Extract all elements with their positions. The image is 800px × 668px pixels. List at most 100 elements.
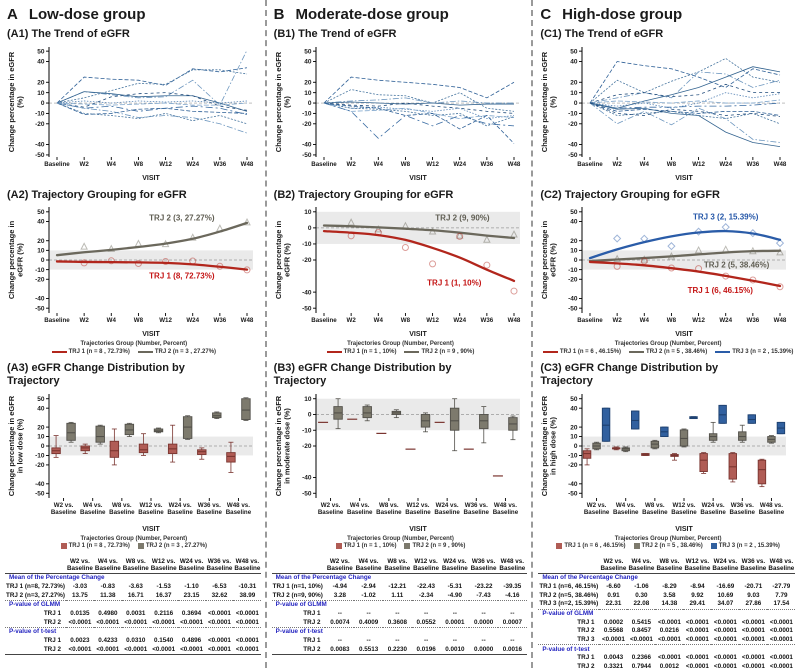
legend-title: Trajectories Group (Number, Percent): [347, 341, 454, 348]
table-cell: <0.0001: [769, 618, 793, 626]
svg-text:eGFR (%): eGFR (%): [16, 243, 25, 277]
table-cell: <0.0001: [601, 635, 625, 643]
svg-text:Baseline: Baseline: [318, 509, 344, 516]
table-row: TRJ 3 (n=2, 15.39%) 22.31 22.08 14.38 29.41 3…: [538, 600, 795, 609]
svg-text:W4: W4: [373, 161, 383, 168]
group-letter: C: [540, 6, 552, 23]
table-cell: 0.4980: [98, 609, 118, 617]
table-cell: 0.3608: [387, 618, 407, 626]
svg-text:Change percentage in eGFR: Change percentage in eGFR: [274, 51, 283, 152]
group-title: Low-dose group: [28, 6, 146, 23]
panel-title-c1: (C1) The Trend of eGFR: [540, 28, 664, 40]
table-cell: --: [423, 636, 429, 644]
table-cell: --: [510, 609, 515, 617]
table-cell: 16.71: [127, 591, 144, 599]
table-cell: -0.83: [100, 583, 116, 591]
table-cell: <0.0001: [235, 618, 259, 626]
svg-text:Baseline: Baseline: [672, 509, 698, 516]
table-row: TRJ 3 <0.0001 <0.0001 <0.0001 <0.0001 <0.0001…: [538, 636, 795, 645]
table-cell: <0.0001: [713, 618, 737, 626]
svg-text:-50: -50: [302, 490, 312, 497]
svg-text:Change percentage in: Change percentage in: [7, 221, 16, 300]
table-cell: <0.0001: [685, 627, 709, 635]
group-title: Moderate-dose group: [295, 6, 449, 23]
svg-text:Baseline: Baseline: [759, 509, 785, 516]
table-cell: 10.69: [717, 591, 734, 599]
table-cell: --: [481, 636, 486, 644]
svg-text:W4: W4: [640, 317, 650, 324]
svg-text:VISIT: VISIT: [142, 175, 160, 182]
table-cell: -22.43: [417, 583, 435, 591]
table-cell: <0.0001: [713, 654, 737, 662]
svg-text:W4: W4: [107, 317, 117, 324]
panel-title-c3: (C3) eGFR Change Distribution by Traject…: [540, 362, 719, 387]
svg-text:W8: W8: [667, 161, 677, 168]
legend-label: TRJ 2 (n = 5 , 38.46%): [646, 349, 708, 356]
table-section-row: Mean of the Percentage Change: [9, 574, 105, 582]
svg-text:(%): (%): [16, 95, 25, 107]
svg-text:Change percentage in eGFR: Change percentage in eGFR: [274, 395, 283, 496]
table-cell: 0.8457: [631, 627, 652, 635]
trajectory-chart-high-dose: TRJ 3 (2, 15.39%) TRJ 2 (5, 38.46%) TRJ 1 …: [540, 207, 787, 338]
group-letter: B: [273, 6, 285, 23]
svg-text:W4 vs.: W4 vs.: [83, 502, 103, 509]
trajectory-chart-moderate-dose: TRJ 2 (9, 90%) TRJ 1 (1, 10%) 10 0 -10 -20 -40…: [274, 207, 521, 338]
table-cell: 38.99: [239, 591, 256, 599]
table-cell: --: [423, 609, 429, 617]
table-cell: <0.0001: [713, 635, 737, 643]
svg-text:Baseline: Baseline: [80, 509, 106, 516]
svg-text:W48: W48: [507, 161, 520, 168]
svg-text:-10: -10: [35, 452, 45, 459]
table-cell: 0.0135: [70, 609, 90, 617]
svg-text:20: 20: [304, 79, 312, 86]
table-cell: 16.37: [155, 591, 172, 599]
panel-a3: (A3) eGFR Change Distribution by Traject…: [5, 362, 263, 554]
svg-text:Baseline: Baseline: [44, 317, 70, 324]
legend-swatch: [542, 350, 558, 354]
svg-text:40: 40: [571, 58, 579, 65]
table-cell: -3.63: [128, 583, 143, 591]
panel-c1: (C1) The Trend of eGFR 50 40 20 10 0 -10 -20 -4…: [538, 28, 798, 187]
svg-text:(%): (%): [282, 95, 291, 107]
table-cell: -12.21: [388, 583, 407, 591]
svg-text:-20: -20: [302, 121, 312, 128]
table-row: TRJ 1 (n=8, 72.73%) -3.03 -0.83 -3.63 -1.53-…: [5, 583, 261, 592]
svg-text:Baseline: Baseline: [347, 509, 373, 516]
svg-text:10: 10: [571, 248, 579, 255]
legend-label: TRJ 1 (n = 6 , 46.15%): [559, 349, 622, 356]
svg-text:10: 10: [37, 90, 45, 97]
svg-text:W24: W24: [720, 317, 733, 324]
panel-c3: (C3) eGFR Change Distribution by Traject…: [538, 362, 798, 554]
legend-boxplot-moderate-dose: Trajectories Group (Number, Percent) TRJ …: [272, 536, 530, 555]
svg-text:-10: -10: [35, 267, 45, 274]
table-cell: 0.2116: [154, 609, 174, 617]
svg-text:VISIT: VISIT: [142, 331, 160, 338]
table-cell: 0.0002: [603, 618, 624, 626]
svg-text:-20: -20: [568, 277, 578, 284]
table-cell: <0.0001: [152, 618, 176, 626]
svg-text:0: 0: [41, 100, 45, 107]
svg-text:-10: -10: [302, 427, 312, 434]
svg-text:50: 50: [37, 48, 45, 55]
panel-title-a1: (A1) The Trend of eGFR: [7, 28, 130, 40]
table-cell: --: [395, 609, 400, 617]
svg-text:W8: W8: [667, 317, 677, 324]
table-cell: 9.03: [747, 591, 760, 599]
legend-item: TRJ 1 (n = 1 , 10%): [335, 543, 396, 550]
panel-b3: (B3) eGFR Change Distribution by Traject…: [272, 362, 530, 554]
svg-text:-40: -40: [35, 481, 45, 488]
table-cell: 0.7944: [631, 662, 652, 668]
svg-text:W2: W2: [613, 317, 623, 324]
table-cell: 0.3321: [603, 662, 624, 668]
svg-text:W36: W36: [213, 161, 226, 168]
svg-text:-50: -50: [568, 490, 578, 497]
table-cell: <0.0001: [741, 635, 765, 643]
legend-trajectory-moderate-dose: Trajectories Group (Number, Percent) TRJ …: [272, 341, 530, 360]
svg-text:W2: W2: [80, 161, 90, 168]
table-cell: <0.0001: [180, 645, 204, 653]
svg-text:-20: -20: [568, 462, 578, 469]
svg-text:Baseline: Baseline: [578, 161, 604, 168]
table-cell: <0.0001: [657, 654, 681, 662]
svg-text:Baseline: Baseline: [197, 509, 223, 516]
